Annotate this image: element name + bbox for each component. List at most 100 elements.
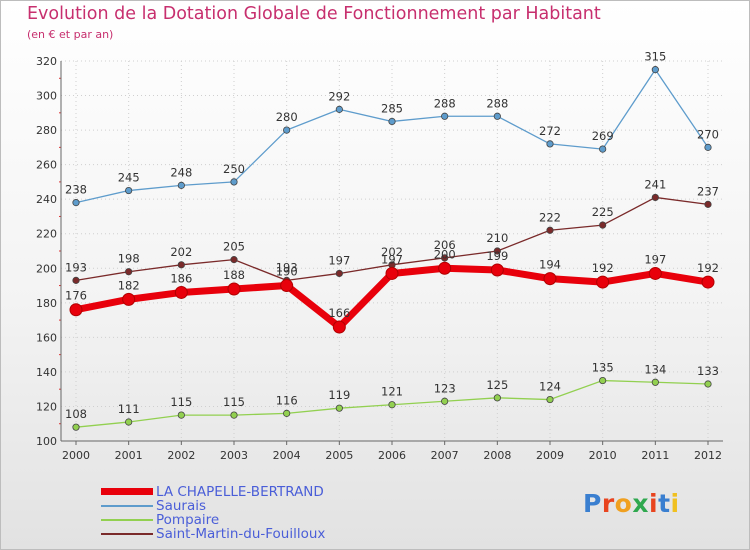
data-point <box>543 272 557 286</box>
data-label: 192 <box>592 261 614 275</box>
data-label: 285 <box>381 101 403 115</box>
data-label: 197 <box>328 253 350 267</box>
data-label: 198 <box>118 252 140 266</box>
data-label: 193 <box>276 260 298 274</box>
data-point <box>72 276 80 284</box>
data-point <box>493 112 501 120</box>
y-tick-label: 120 <box>36 400 57 413</box>
logo-letter: r <box>601 489 615 518</box>
data-point <box>125 186 133 195</box>
data-point <box>177 411 185 419</box>
data-point <box>493 247 501 255</box>
data-point <box>283 409 291 417</box>
legend-item: Pompaire <box>101 513 401 527</box>
data-label: 125 <box>486 378 508 392</box>
chart-title: Evolution de la Dotation Globale de Fonc… <box>27 4 601 24</box>
data-label: 134 <box>644 362 666 376</box>
data-point <box>704 200 712 208</box>
data-label: 225 <box>592 205 614 219</box>
data-label: 197 <box>644 252 666 266</box>
legend-label: LA CHAPELLE-BERTRAND <box>156 484 324 500</box>
legend-item: Saint-Martin-du-Fouilloux <box>101 527 401 541</box>
x-tick-label: 2006 <box>378 449 406 462</box>
data-label: 245 <box>118 171 140 185</box>
x-tick-label: 2003 <box>220 449 248 462</box>
data-label: 119 <box>328 388 350 402</box>
data-point <box>122 292 136 306</box>
data-label: 108 <box>65 407 87 421</box>
logo-letter: x <box>632 489 649 518</box>
y-tick-label: 140 <box>36 366 57 379</box>
data-point <box>441 397 449 405</box>
data-point <box>332 320 346 334</box>
data-point <box>335 404 343 412</box>
data-point <box>385 266 399 280</box>
data-label: 182 <box>118 278 140 292</box>
data-point <box>125 268 133 276</box>
data-label: 270 <box>697 127 719 141</box>
x-tick-label: 2012 <box>694 449 722 462</box>
x-tick-label: 2002 <box>167 449 195 462</box>
data-label: 248 <box>170 165 192 179</box>
data-label: 115 <box>170 395 192 409</box>
data-point <box>230 178 238 186</box>
data-point <box>490 263 504 277</box>
logo-letter: P <box>583 489 602 518</box>
y-tick-label: 220 <box>36 228 57 241</box>
data-point <box>651 378 659 386</box>
data-point <box>280 279 294 293</box>
data-label: 176 <box>65 289 87 303</box>
data-point <box>704 143 712 151</box>
data-point <box>230 411 238 419</box>
data-point <box>335 105 343 113</box>
data-label: 269 <box>592 129 614 143</box>
data-point <box>441 254 449 262</box>
data-label: 200 <box>434 247 456 261</box>
data-label: 288 <box>434 96 456 110</box>
data-labels: 176 182 186 188 190 166 197 200 199 194 192 197 192 2… <box>65 50 719 422</box>
x-tick-label: 2011 <box>641 449 669 462</box>
data-label: 194 <box>539 258 561 272</box>
data-label: 202 <box>381 245 403 259</box>
y-tick-label: 280 <box>36 124 57 137</box>
data-label: 241 <box>644 177 666 191</box>
data-point <box>388 117 396 126</box>
y-tick-label: 300 <box>36 90 57 103</box>
data-point <box>704 380 712 388</box>
y-tick-label: 260 <box>36 159 57 172</box>
data-point <box>72 423 80 431</box>
data-label: 115 <box>223 395 245 409</box>
logo-letter: t <box>658 489 671 518</box>
data-point <box>72 199 80 207</box>
data-label: 272 <box>539 124 561 138</box>
y-tick-label: 160 <box>36 331 57 344</box>
data-label: 133 <box>697 364 719 378</box>
legend-label: Pompaire <box>156 512 220 528</box>
data-label: 192 <box>697 261 719 275</box>
legend-swatch <box>101 488 153 495</box>
data-point <box>651 193 659 202</box>
data-label: 166 <box>328 306 350 320</box>
data-point <box>174 285 188 299</box>
data-point <box>596 275 610 289</box>
chart-subtitle: (en € et par an) <box>27 28 114 41</box>
data-point <box>335 269 343 278</box>
data-point <box>546 140 554 148</box>
data-label: 210 <box>486 231 508 245</box>
data-point <box>599 221 607 229</box>
data-point <box>283 126 291 134</box>
y-tick-label: 240 <box>36 193 57 206</box>
data-label: 124 <box>539 380 561 394</box>
data-point <box>69 303 83 317</box>
x-tick-label: 2008 <box>483 449 511 462</box>
data-label: 121 <box>381 385 403 399</box>
legend-item: Saurais <box>101 499 401 513</box>
data-point <box>125 418 133 426</box>
data-label: 238 <box>65 183 87 197</box>
y-tick-label: 100 <box>36 435 57 448</box>
x-tick-label: 2005 <box>325 449 353 462</box>
data-point <box>599 376 607 385</box>
data-label: 193 <box>65 260 87 274</box>
grid-lines <box>61 60 723 442</box>
